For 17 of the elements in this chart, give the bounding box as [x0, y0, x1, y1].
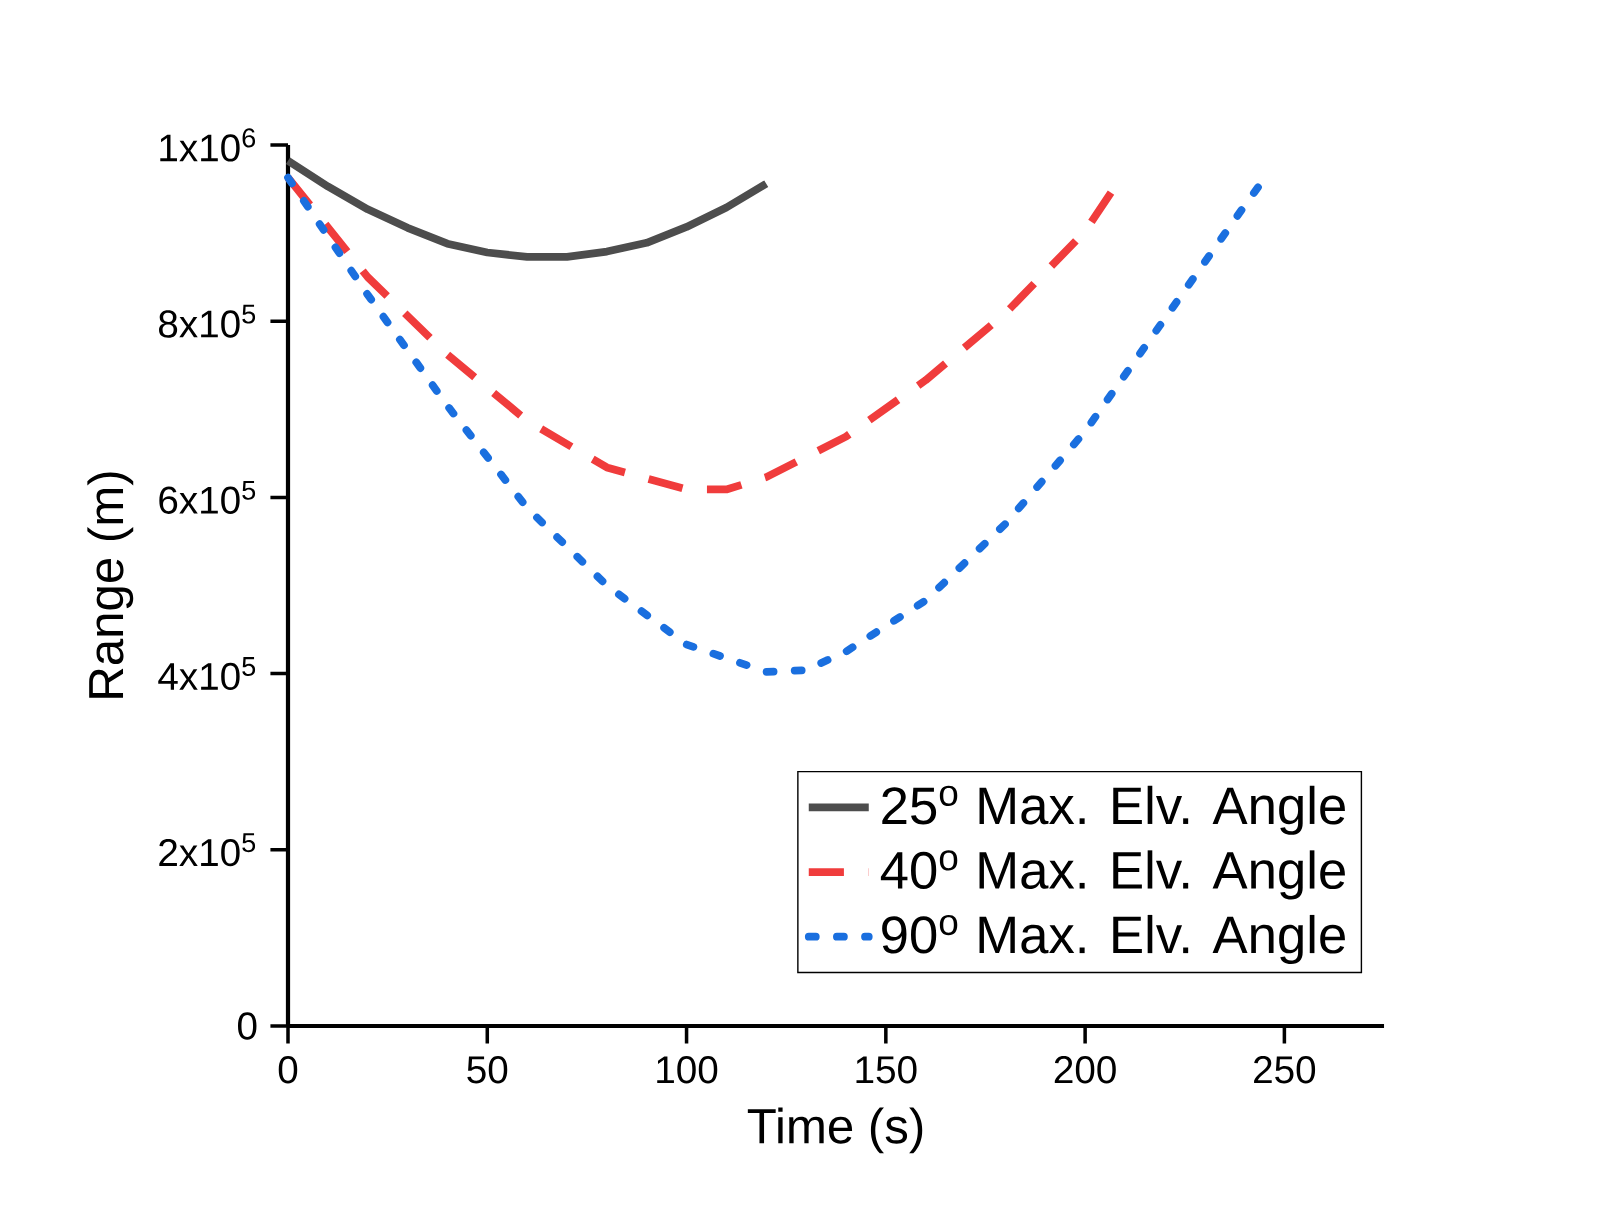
y-tick-label: 1x10$^{6}$: [160, 128, 256, 162]
y-tick-label: 0: [238, 1012, 257, 1040]
y-tick-label: 6x10$^{5}$: [159, 480, 256, 514]
x-tick-label: 150: [856, 1056, 917, 1084]
x-tick-label: 100: [657, 1056, 718, 1084]
legend-label: 40$^{o}$ Max. Elv. Angle: [880, 850, 1345, 900]
x-tick-label: 50: [467, 1056, 508, 1084]
x-tick-label: 0: [278, 1056, 298, 1084]
x-tick-label: 250: [1254, 1056, 1316, 1084]
x-axis-title: Time (s): [747, 1107, 923, 1154]
y-tick-label: 8x10$^{5}$: [159, 304, 256, 338]
y-tick-label: 2x10$^{5}$: [159, 833, 256, 867]
x-tick-label: 200: [1054, 1056, 1116, 1084]
y-axis-title: Range (m): [87, 472, 134, 698]
legend-label: 25$^{o}$ Max. Elv. Angle: [882, 785, 1345, 835]
y-tick-label: 4x10$^{5}$: [158, 657, 256, 691]
legend-label: 90$^{o}$ Max. Elv. Angle: [882, 914, 1345, 965]
